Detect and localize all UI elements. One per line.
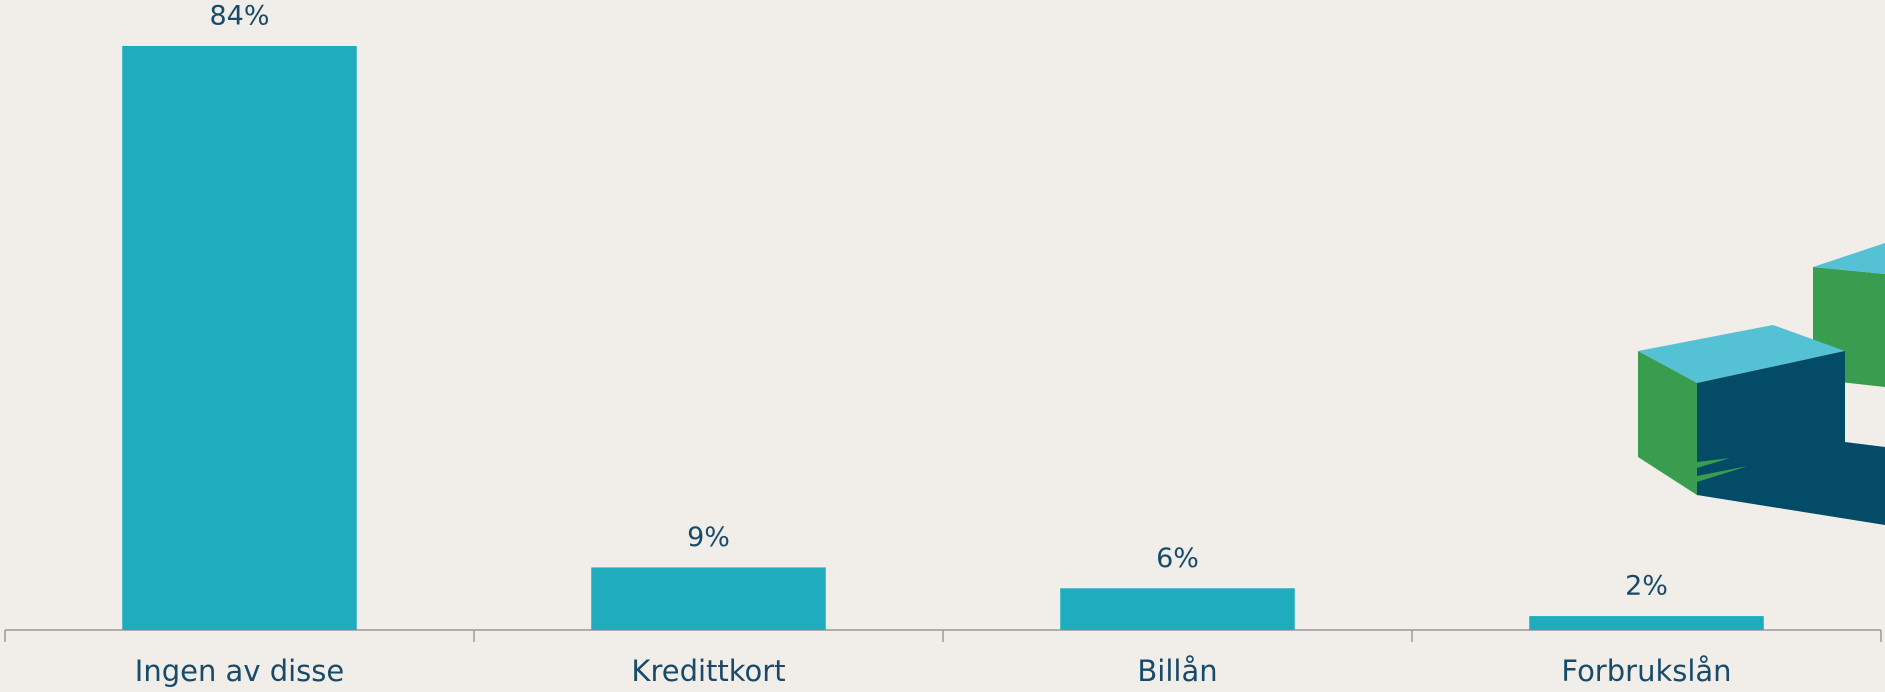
value-label: 84% xyxy=(209,1,269,32)
bar xyxy=(591,567,826,630)
x-tick-label: Ingen av disse xyxy=(135,654,344,688)
bar xyxy=(122,46,357,630)
chart: Ingen av disse 84% Kredittkort 9% Billån 6% Fo… xyxy=(0,0,1885,692)
x-tick-label: Kredittkort xyxy=(631,654,785,688)
x-tick-label: Forbrukslån xyxy=(1561,654,1731,688)
x-tick-label: Billån xyxy=(1137,654,1217,688)
bar xyxy=(1060,588,1295,630)
bar xyxy=(1529,616,1764,630)
value-label: 9% xyxy=(687,522,730,553)
value-label: 6% xyxy=(1156,543,1199,574)
value-label: 2% xyxy=(1625,571,1668,602)
